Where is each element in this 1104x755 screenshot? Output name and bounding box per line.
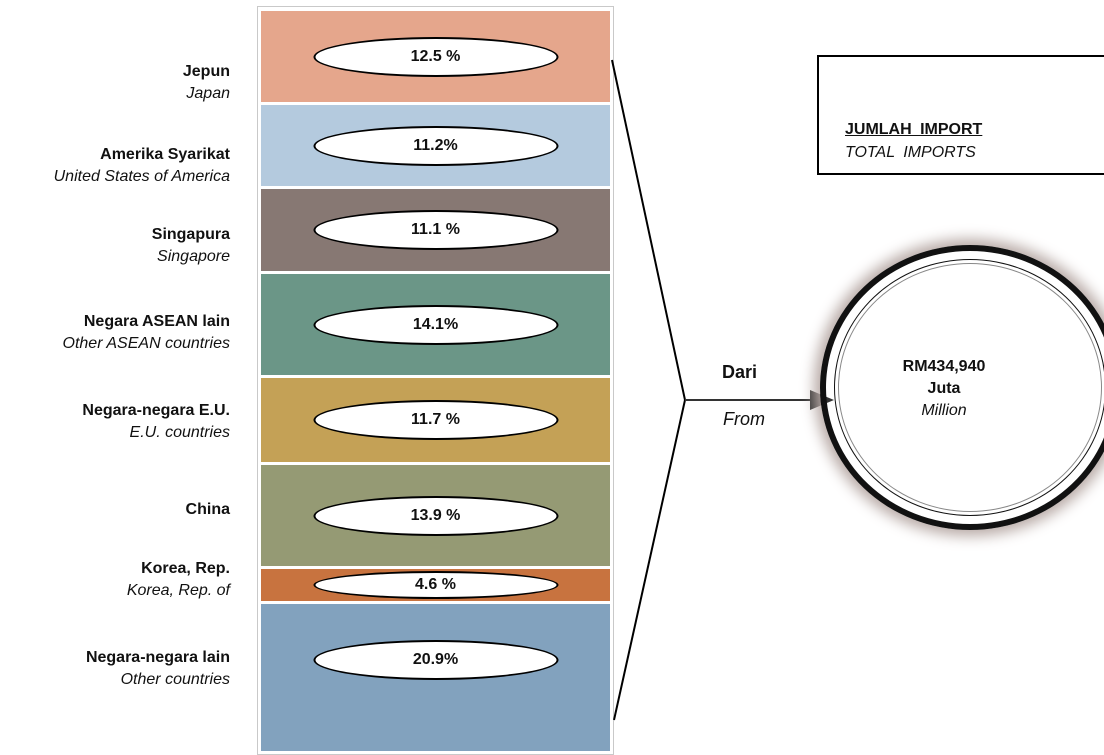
label-english: United States of America <box>53 168 230 185</box>
segment-eu: 11.7 % <box>261 378 610 462</box>
label-malay: Amerika Syarikat <box>100 146 230 163</box>
bracket-lower-line <box>613 399 686 721</box>
total-amount: RM434,940 <box>902 358 986 375</box>
label-china: China <box>0 499 230 521</box>
bracket-upper-line <box>611 59 686 401</box>
share-pill: 13.9 % <box>313 495 558 536</box>
import-share-stack: 12.5 % 11.2% 11.1 % 14.1% 11.7 % 13.9 % … <box>257 6 614 755</box>
share-pill: 12.5 % <box>313 36 558 77</box>
label-usa: Amerika Syarikat United States of Americ… <box>0 144 230 188</box>
label-english: Singapore <box>157 248 230 265</box>
total-imports-title-box <box>817 55 1104 175</box>
share-pill: 14.1% <box>313 304 558 345</box>
label-english: Korea, Rep. of <box>126 582 230 599</box>
label-malay: Korea, Rep. <box>141 560 230 577</box>
label-other-countries: Negara-negara lain Other countries <box>0 647 230 691</box>
share-pill: 11.7 % <box>313 400 558 440</box>
segment-japan: 12.5 % <box>261 11 610 102</box>
segment-china: 13.9 % <box>261 465 610 566</box>
label-english: Other countries <box>120 671 230 688</box>
segment-other-countries: 20.9% <box>261 604 610 751</box>
label-singapore: Singapura Singapore <box>0 224 230 268</box>
label-malay: Singapura <box>151 226 230 243</box>
label-malay: Negara-negara E.U. <box>82 402 230 419</box>
label-malay: Negara-negara lain <box>85 649 230 666</box>
label-english: Japan <box>186 85 230 102</box>
total-title-malay: JUMLAH IMPORT <box>845 121 983 138</box>
share-pill: 4.6 % <box>313 571 558 599</box>
label-korea: Korea, Rep. Korea, Rep. of <box>0 558 230 602</box>
share-pill: 11.1 % <box>313 210 558 250</box>
total-value-ring <box>820 245 1104 530</box>
label-malay: China <box>185 501 230 518</box>
segment-other-asean: 14.1% <box>261 274 610 375</box>
label-english: E.U. countries <box>129 424 230 441</box>
share-pill: 20.9% <box>313 639 558 680</box>
total-title-english: TOTAL IMPORTS <box>845 144 976 161</box>
total-unit-english: Million <box>921 402 967 419</box>
share-pill: 11.2% <box>313 125 558 166</box>
segment-korea: 4.6 % <box>261 569 610 601</box>
label-malay: Jepun <box>182 63 230 80</box>
segment-singapore: 11.1 % <box>261 189 610 271</box>
segment-usa: 11.2% <box>261 105 610 186</box>
connector-label-english: From <box>723 409 765 429</box>
label-eu: Negara-negara E.U. E.U. countries <box>0 400 230 444</box>
total-value: RM434,940 Juta Million <box>835 356 1053 422</box>
label-english: Other ASEAN countries <box>62 335 230 352</box>
label-other-asean: Negara ASEAN lain Other ASEAN countries <box>0 311 230 355</box>
label-japan: Jepun Japan <box>0 61 230 105</box>
country-labels: Jepun Japan Amerika Syarikat United Stat… <box>0 0 230 755</box>
total-unit-malay: Juta <box>927 380 961 397</box>
label-malay: Negara ASEAN lain <box>83 313 230 330</box>
connector-label-malay: Dari <box>722 362 758 382</box>
